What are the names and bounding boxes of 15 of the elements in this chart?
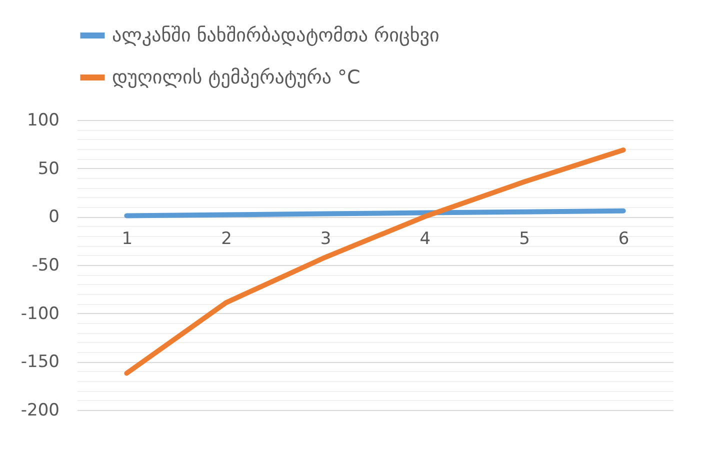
y-tick-label: 50 [38, 158, 60, 179]
x-tick-label: 5 [519, 229, 530, 250]
x-tick-label: 2 [221, 229, 232, 250]
y-tick-label: 0 [48, 207, 60, 228]
y-tick-label: -150 [20, 352, 60, 372]
x-tick-label: 6 [618, 229, 630, 250]
legend-label: ალკანში ნახშირბადატომთა რიცხვი [112, 24, 440, 46]
y-tick-label: -100 [20, 304, 60, 324]
x-tick-label: 4 [420, 229, 431, 250]
y-tick-label: 100 [27, 110, 60, 130]
y-tick-label: -50 [32, 256, 60, 276]
y-tick-label: -200 [20, 400, 60, 420]
legend-label: დუღილის ტემპერატურა °C [112, 66, 360, 88]
x-tick-label: 1 [122, 229, 133, 250]
x-tick-label: 3 [320, 229, 332, 250]
